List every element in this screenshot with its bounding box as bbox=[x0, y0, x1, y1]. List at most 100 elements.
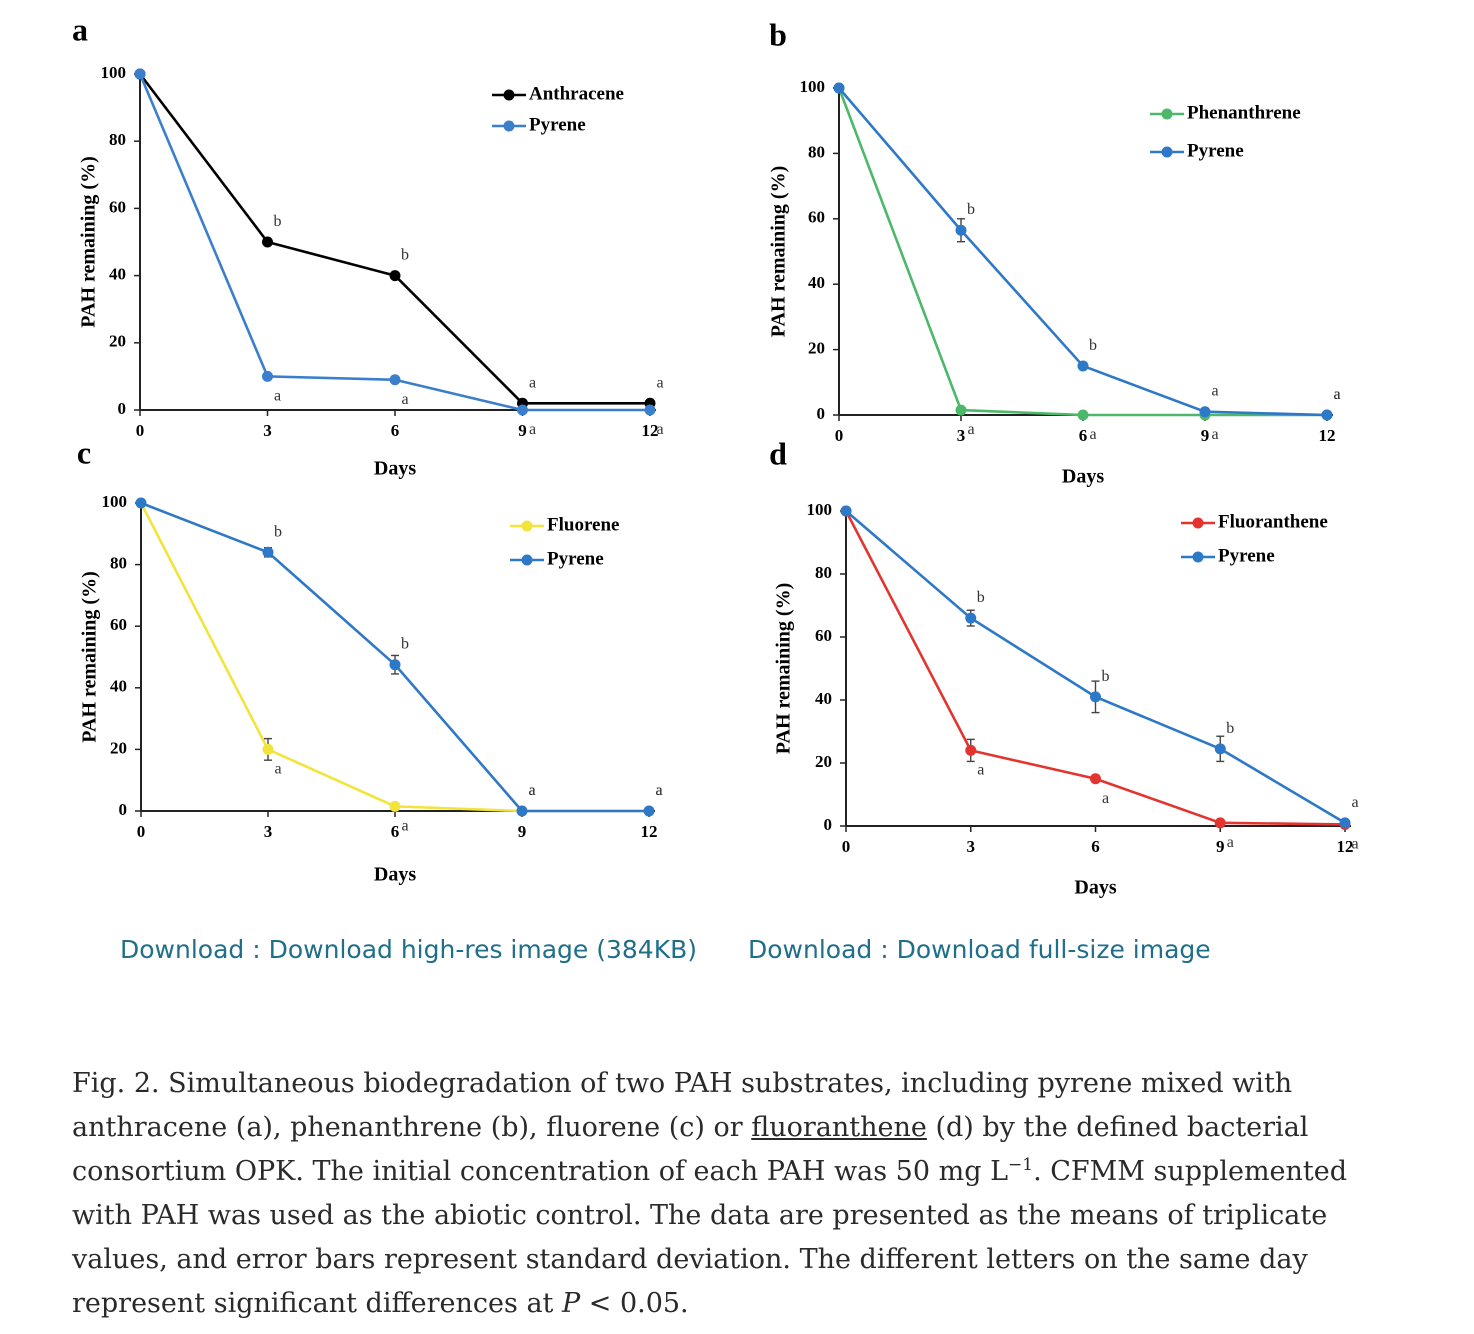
panel-b-pyrene-significance-letter: b bbox=[1089, 337, 1097, 354]
panel-d-pyrene-significance-letter: b bbox=[1226, 720, 1234, 737]
panel-d-pyrene-point bbox=[1090, 691, 1101, 703]
panel-d-pyrene-significance-letter: b bbox=[1102, 668, 1110, 685]
panel-d-y-axis-title: PAH remaining (%) bbox=[773, 583, 795, 754]
panel-c-x-tick-label: 3 bbox=[264, 822, 273, 841]
caption-superscript: −1 bbox=[1008, 1155, 1034, 1175]
panel-a-y-tick-label: 80 bbox=[109, 130, 126, 149]
panel-a-y-tick-label: 60 bbox=[109, 197, 126, 216]
panel-c-fluorene-significance-letter: a bbox=[655, 782, 662, 799]
panel-b-pyrene-significance-letter: a bbox=[1333, 386, 1340, 403]
panel-d-fluoranthene-significance-letter: a bbox=[1102, 790, 1109, 807]
panel-d-y-tick-label: 80 bbox=[815, 563, 832, 582]
panel-c-fluorene-significance-letter: a bbox=[528, 782, 535, 799]
panel-c-pyrene-point bbox=[516, 805, 528, 817]
panel-c-y-tick-label: 100 bbox=[102, 492, 128, 511]
download-prefix[interactable]: Download bbox=[120, 935, 245, 964]
panel-d-y-tick-label: 0 bbox=[824, 815, 833, 834]
panel-a-anthracene-point bbox=[389, 270, 401, 282]
panel-c-y-tick-label: 80 bbox=[110, 554, 127, 573]
panel-b-y-tick-label: 60 bbox=[808, 208, 825, 227]
panel-a-x-tick-label: 0 bbox=[136, 421, 145, 440]
panel-d-fluoranthene-significance-letter: a bbox=[977, 761, 984, 778]
panel-c-y-tick-label: 0 bbox=[119, 800, 128, 819]
panel-b-x-tick-label: 3 bbox=[957, 426, 966, 445]
caption-text-1: Fig. 2. Simultaneous biodegradation of t… bbox=[72, 1068, 1293, 1143]
panel-c-legend-pyrene-swatch-marker bbox=[521, 554, 533, 566]
panel-b-pyrene-significance-letter: b bbox=[967, 201, 975, 218]
panel-a-pyrene-point bbox=[262, 370, 273, 382]
panel-d-x-tick-label: 6 bbox=[1091, 837, 1100, 856]
panel-d-legend-pyrene-swatch-marker bbox=[1192, 551, 1204, 563]
panel-b-phenanthrene-significance-letter: a bbox=[1089, 426, 1096, 443]
download-separator: : bbox=[244, 935, 269, 964]
panel-b-phenanthrene-point bbox=[1077, 409, 1089, 421]
panel-a-legend-pyrene-swatch-marker bbox=[503, 120, 515, 132]
panel-d-fluoranthene-significance-letter: a bbox=[1227, 834, 1234, 851]
panel-d-legend-fluoranthene-label: Fluoranthene bbox=[1218, 511, 1328, 532]
panel-b-y-tick-label: 100 bbox=[800, 77, 826, 96]
panel-a-anthracene-significance-letter: b bbox=[401, 247, 409, 264]
panel-d-y-tick-label: 40 bbox=[815, 689, 832, 708]
panel-c-pyrene-point bbox=[643, 805, 655, 817]
panel-b-phenanthrene-significance-letter: a bbox=[1333, 386, 1340, 403]
panel-a-x-tick-label: 3 bbox=[263, 421, 272, 440]
panel-d-fluoranthene-significance-letter: a bbox=[1351, 835, 1358, 852]
panel-c-letter: c bbox=[77, 434, 91, 470]
panel-b-phenanthrene-significance-letter: a bbox=[967, 421, 974, 438]
panel-a-y-tick-label: 100 bbox=[101, 63, 127, 82]
panel-c-legend-pyrene-label: Pyrene bbox=[547, 548, 604, 569]
panel-b-x-tick-label: 9 bbox=[1201, 426, 1210, 445]
panel-a-pyrene-point bbox=[134, 68, 146, 80]
panel-a-pyrene-significance-letter: a bbox=[274, 387, 281, 404]
panel-a-y-tick-label: 40 bbox=[109, 265, 126, 284]
download-prefix[interactable]: Download bbox=[748, 935, 873, 964]
panel-a-pyrene-significance-letter: a bbox=[529, 421, 536, 438]
panel-c-fluorene-point bbox=[389, 800, 401, 812]
panel-a-y-axis-title: PAH remaining (%) bbox=[78, 156, 100, 327]
panel-b-y-tick-label: 0 bbox=[817, 404, 826, 423]
panel-b-legend-phenanthrene-swatch-marker bbox=[1161, 108, 1173, 120]
panel-d-x-axis-title: Days bbox=[1074, 877, 1116, 899]
caption-text-4: < 0.05. bbox=[580, 1288, 689, 1319]
panel-c-y-tick-label: 40 bbox=[110, 677, 127, 696]
caption-text-3: . CFMM supplemented with PAH was used as… bbox=[72, 1156, 1348, 1319]
download-fullsize-link[interactable]: Download full-size image bbox=[896, 935, 1211, 964]
panel-a-anthracene-point bbox=[262, 236, 273, 248]
panel-b-phenanthrene-significance-letter: a bbox=[1211, 426, 1218, 443]
panel-b-phenanthrene-point bbox=[955, 404, 967, 416]
panel-d-pyrene-significance-letter: b bbox=[977, 589, 985, 606]
panel-c-pyrene-significance-letter: b bbox=[401, 636, 409, 653]
download-highres-link-row[interactable]: Download : Download high-res image (384K… bbox=[120, 935, 697, 964]
panel-d-letter: d bbox=[769, 435, 787, 471]
panel-b-y-tick-label: 40 bbox=[808, 273, 825, 292]
panel-d-pyrene-point bbox=[1214, 743, 1226, 755]
panel-b-pyrene-point bbox=[1077, 360, 1089, 372]
panel-d-x-tick-label: 9 bbox=[1216, 837, 1225, 856]
panel-c-y-tick-label: 60 bbox=[110, 615, 127, 634]
panel-a-x-tick-label: 6 bbox=[391, 421, 400, 440]
panel-a-legend-anthracene-swatch-marker bbox=[503, 89, 515, 101]
caption-italic-p: P bbox=[561, 1288, 581, 1319]
panel-c-y-axis-title: PAH remaining (%) bbox=[79, 571, 101, 742]
panel-d-pyrene-significance-letter: a bbox=[1351, 794, 1358, 811]
panel-a-pyrene-significance-letter: a bbox=[401, 391, 408, 408]
panel-d-pyrene-point bbox=[840, 505, 852, 517]
panel-d-x-tick-label: 12 bbox=[1337, 837, 1354, 856]
fluoranthene-link[interactable]: fluoranthene bbox=[751, 1112, 927, 1143]
panel-b-y-tick-label: 20 bbox=[808, 339, 825, 358]
panel-d-legend-pyrene-label: Pyrene bbox=[1218, 545, 1275, 566]
panel-b-x-tick-label: 6 bbox=[1079, 426, 1088, 445]
panel-d-fluoranthene-point bbox=[1214, 817, 1226, 829]
panel-d-pyrene-point bbox=[965, 612, 977, 624]
panel-c-fluorene-significance-letter: a bbox=[274, 760, 281, 777]
panel-c-x-tick-label: 12 bbox=[641, 822, 658, 841]
panel-b-x-axis-title: Days bbox=[1062, 466, 1104, 488]
download-fullsize-link-row[interactable]: Download : Download full-size image bbox=[748, 935, 1211, 964]
panel-b-pyrene-point bbox=[833, 82, 845, 94]
panel-d-pyrene-point bbox=[1339, 817, 1351, 829]
panel-c-pyrene-significance-letter: a bbox=[528, 782, 535, 799]
download-highres-link[interactable]: Download high-res image (384KB) bbox=[268, 935, 698, 964]
panel-c-legend-fluorene-label: Fluorene bbox=[547, 514, 619, 535]
panel-a-pyrene-significance-letter: a bbox=[656, 421, 663, 438]
caption-text-2: (d) by the defined bacterial consortium … bbox=[72, 1112, 1309, 1187]
